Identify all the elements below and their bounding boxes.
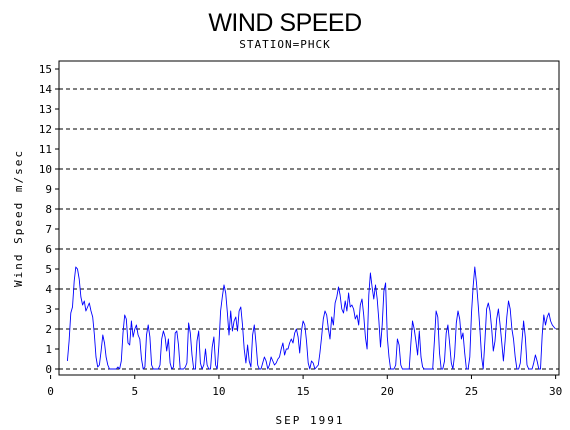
y-tick-label-13: 13 — [39, 103, 52, 116]
wind-speed-line — [66, 266, 556, 370]
y-tick-label-14: 14 — [39, 83, 53, 96]
x-tick-label-0: 0 — [47, 385, 54, 398]
x-tick-label-20: 20 — [381, 385, 394, 398]
x-tick-label-15: 15 — [296, 385, 309, 398]
y-tick-label-12: 12 — [39, 123, 52, 136]
x-tick-label-5: 5 — [131, 385, 138, 398]
x-axis-label: SEP 1991 — [276, 414, 345, 427]
chart-title: WIND SPEED — [208, 9, 361, 37]
y-tick-label-1: 1 — [45, 343, 52, 356]
chart-subtitle: STATION=PHCK — [239, 38, 330, 51]
y-tick-label-2: 2 — [45, 323, 52, 336]
x-tick-label-10: 10 — [212, 385, 225, 398]
y-tick-label-4: 4 — [45, 283, 52, 296]
x-axis-ticks: 0 5 10 15 20 25 30 — [47, 375, 562, 398]
x-tick-label-25: 25 — [465, 385, 478, 398]
x-tick-label-30: 30 — [549, 385, 562, 398]
y-tick-label-10: 10 — [39, 163, 52, 176]
y-tick-label-7: 7 — [45, 223, 52, 236]
y-tick-label-8: 8 — [45, 203, 52, 216]
y-tick-label-6: 6 — [45, 243, 52, 256]
y-axis-label: Wind Speed m/sec — [12, 149, 25, 287]
y-tick-label-15: 15 — [39, 63, 52, 76]
y-tick-label-5: 5 — [45, 263, 52, 276]
y-tick-label-0: 0 — [45, 363, 52, 376]
y-tick-label-11: 11 — [39, 143, 52, 156]
y-tick-label-3: 3 — [45, 303, 52, 316]
plot-frame — [58, 60, 560, 376]
gridlines — [59, 88, 559, 370]
y-tick-label-9: 9 — [45, 183, 52, 196]
